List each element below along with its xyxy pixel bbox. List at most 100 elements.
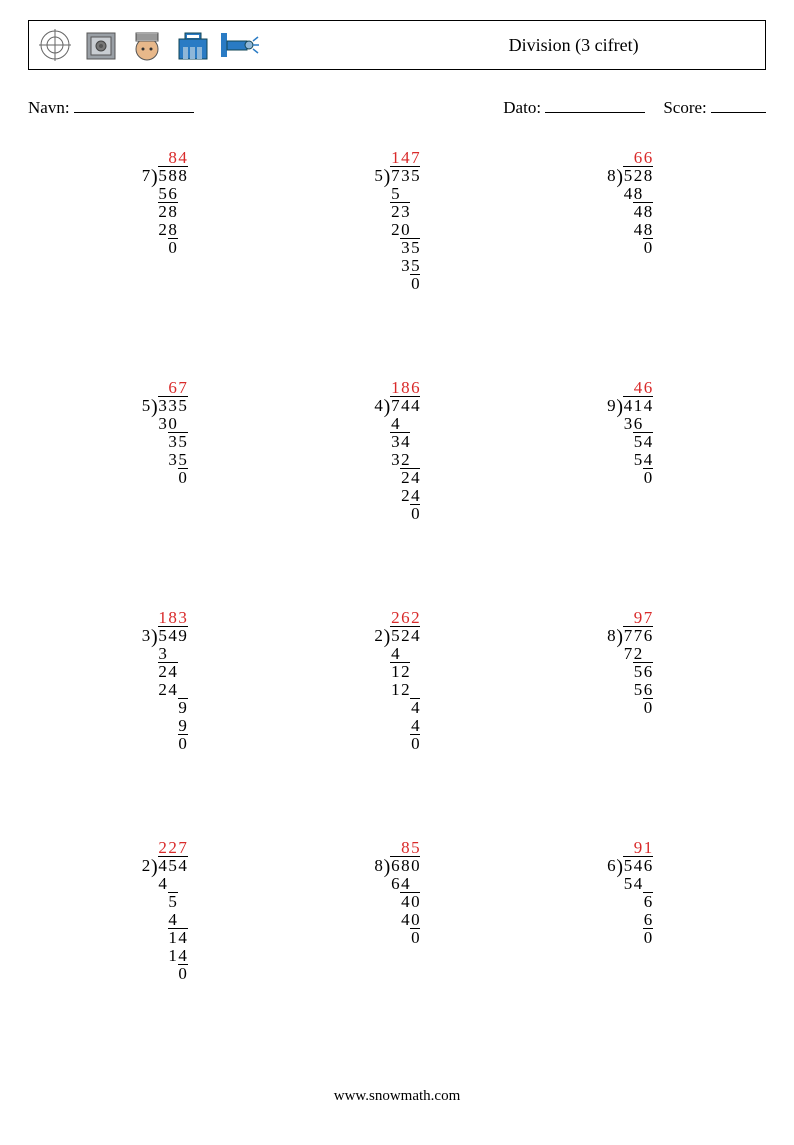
work-digit [623,450,633,468]
dividend-digit: 2 [400,626,410,644]
problem: 1864)7444343224240 [301,378,494,568]
work-digit [168,468,178,486]
long-division: 978)7767256560 [606,608,653,716]
work-digit [410,414,420,432]
dividend-digit: 8 [400,856,410,874]
quotient-digit: 7 [410,148,420,166]
work-digit [178,644,188,662]
work-digit: 8 [643,220,653,238]
work-digit: 0 [178,964,188,982]
work-digit [623,238,633,256]
prisoner-icon [127,25,167,65]
work-digit: 5 [623,874,633,892]
work-digit: 4 [168,680,178,698]
work-digit: 6 [390,874,400,892]
work-digit: 6 [168,184,178,202]
work-digit [633,910,643,928]
work-digit [178,892,188,910]
work-digit: 4 [168,662,178,680]
dividend-digit: 7 [633,626,643,644]
work-digit [390,734,400,752]
quotient-digit: 6 [643,378,653,396]
quotient-digit [390,838,400,856]
work-digit [178,202,188,220]
quotient-digit: 2 [158,838,168,856]
work-digit: 7 [623,644,633,662]
division-bracket: ) [384,626,391,648]
divisor: 4 [374,396,384,414]
work-digit [158,964,168,982]
quotient-digit: 6 [168,378,178,396]
meta-row: Navn: Dato: Score: [28,96,766,118]
quotient-digit: 4 [400,148,410,166]
dividend-digit: 5 [410,166,420,184]
work-digit [158,432,168,450]
work-digit [168,716,178,734]
division-bracket: ) [616,626,623,648]
work-digit [623,892,633,910]
problem: 469)4143654540 [533,378,726,568]
work-digit [178,874,188,892]
work-digit: 1 [168,928,178,946]
long-division: 675)3353035350 [141,378,188,486]
work-digit [178,680,188,698]
work-digit: 5 [168,892,178,910]
dividend-digit: 8 [168,166,178,184]
work-digit [400,184,410,202]
work-digit [158,238,168,256]
work-digit: 0 [643,698,653,716]
problem: 2272)45445414140 [68,838,261,1028]
work-digit: 4 [633,874,643,892]
divisor: 8 [374,856,384,874]
work-digit: 2 [400,662,410,680]
work-digit: 6 [643,892,653,910]
work-digit: 0 [643,238,653,256]
work-digit: 3 [390,432,400,450]
work-digit [178,910,188,928]
division-bracket: ) [151,856,158,878]
work-digit [168,644,178,662]
long-division: 847)5885628280 [141,148,188,256]
quotient-digit: 6 [633,148,643,166]
work-digit: 2 [158,202,168,220]
division-bracket: ) [384,856,391,878]
problem: 916)54654660 [533,838,726,1028]
quotient-digit [623,378,633,396]
work-digit: 3 [400,238,410,256]
work-digit: 4 [623,184,633,202]
dividend-digit: 5 [623,166,633,184]
work-digit [410,662,420,680]
footer-url: www.snowmath.com [28,1088,766,1105]
divisor: 8 [606,626,616,644]
divisor: 9 [606,396,616,414]
work-digit [623,220,633,238]
problem: 858)6806440400 [301,838,494,1028]
work-digit: 8 [168,202,178,220]
work-digit: 4 [168,910,178,928]
work-digit [633,468,643,486]
work-digit [410,680,420,698]
score-blank[interactable] [711,96,766,113]
work-digit: 4 [178,928,188,946]
safe-icon [81,25,121,65]
name-blank[interactable] [74,96,194,113]
work-digit: 3 [168,432,178,450]
dividend-digit: 9 [178,626,188,644]
work-digit: 5 [633,450,643,468]
dividend-digit: 5 [178,396,188,414]
dividend-digit: 4 [178,856,188,874]
work-digit: 4 [390,414,400,432]
work-digit [400,734,410,752]
work-digit [390,910,400,928]
quotient-digit: 3 [178,608,188,626]
division-bracket: ) [616,396,623,418]
work-digit: 2 [400,486,410,504]
title-box: Division (3 cifret) [28,20,766,70]
work-digit: 0 [410,734,420,752]
work-digit: 4 [400,910,410,928]
quotient-digit [623,838,633,856]
quotient-digit: 7 [178,838,188,856]
date-blank[interactable] [545,96,645,113]
quotient-digit: 6 [410,378,420,396]
work-digit: 5 [633,680,643,698]
